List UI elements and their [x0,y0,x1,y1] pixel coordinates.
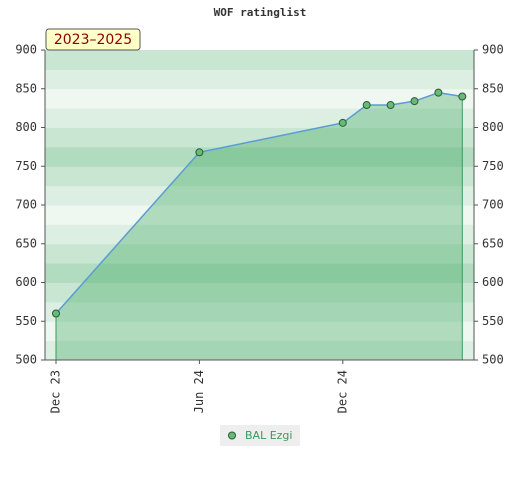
marker [195,148,204,157]
y2-tick-label: 650 [482,236,504,250]
y-tick-label: 800 [15,120,37,134]
y-tick-label: 600 [15,275,37,289]
x-tick-label: Jun 24 [192,370,206,413]
stripe [45,205,474,225]
y-tick-label: 650 [15,236,37,250]
marker [51,309,60,318]
y-tick-label: 700 [15,198,37,212]
stripe [45,263,474,283]
stripe [45,146,474,167]
y-tick-label: 500 [15,353,37,367]
line [55,91,463,314]
y-tick-label: 850 [15,81,37,95]
y2-tick-label: 850 [482,81,504,95]
legend-marker [228,431,236,440]
stripe [45,50,474,70]
stripe [45,108,474,128]
y2-tick-label: 600 [482,275,504,289]
stripe [45,166,474,187]
area-fill [55,92,463,360]
y2-tick-label: 750 [482,159,504,173]
stripe [45,224,474,245]
annotation: 2023–2025 [54,32,132,48]
marker [410,97,419,106]
marker [434,88,443,97]
stripe [45,282,474,303]
y-tick-label: 900 [15,43,37,57]
annotation-box [45,28,141,51]
plot [51,88,467,360]
stripe [45,243,474,264]
y2-tick-label: 900 [482,43,504,57]
y2-tick-label: 700 [482,198,504,212]
marker [338,118,347,127]
y2-tick-label: 500 [482,353,504,367]
x-tick-label: Dec 23 [48,370,62,413]
stripe [45,301,474,322]
marker [458,92,467,101]
legend-label: BAL Ezgi [245,429,292,442]
x-tick-label: Dec 24 [335,370,349,413]
plot-background [45,50,474,361]
y2-tick-label: 800 [482,120,504,134]
stripe [45,340,474,361]
stripe [45,69,474,90]
marker [386,101,395,110]
stripe [45,321,474,342]
y2-tick-label: 550 [482,314,504,328]
legend [220,425,300,446]
marker [362,101,371,110]
y-tick-label: 550 [15,314,37,328]
stripe [45,127,474,148]
stripe [45,185,474,206]
y-tick-label: 750 [15,159,37,173]
chart-title: WOF ratinglist [214,6,307,19]
